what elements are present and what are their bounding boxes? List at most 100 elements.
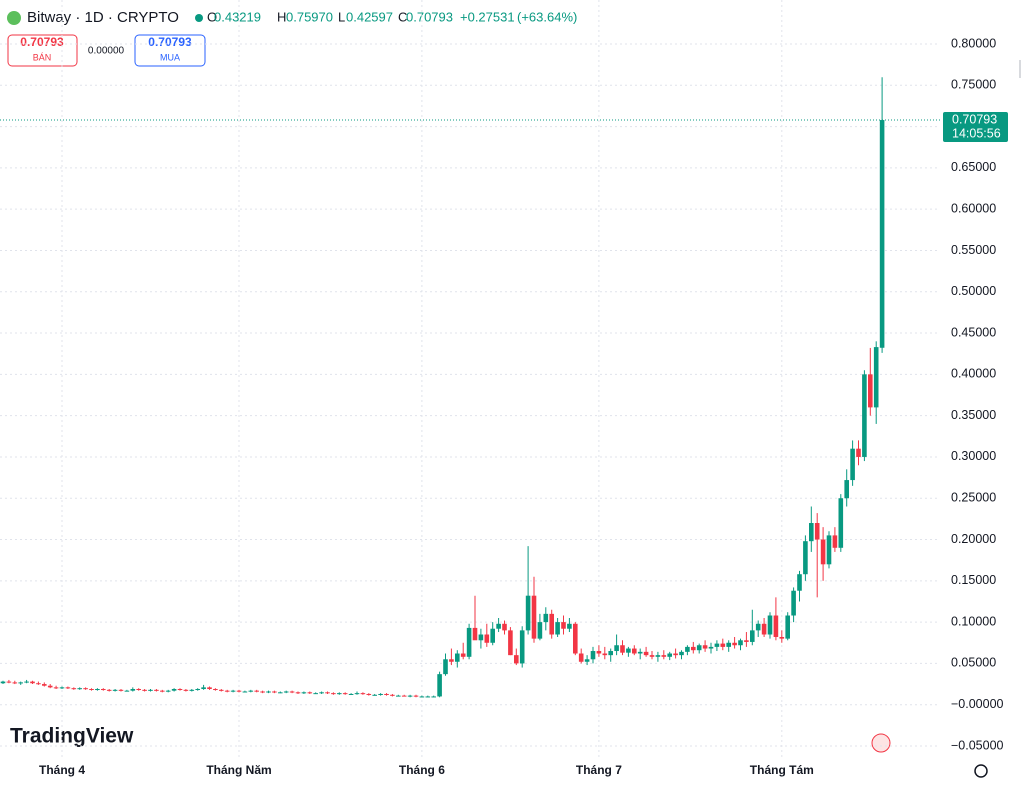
- candle-body: [407, 695, 413, 697]
- legend-key: C: [398, 9, 407, 24]
- candle-body: [862, 374, 867, 457]
- legend-value: 0.42597: [346, 9, 393, 24]
- buy-price[interactable]: 0.70793: [148, 35, 192, 49]
- candle-body: [797, 574, 802, 591]
- candle-body: [466, 627, 472, 657]
- sell-box[interactable]: [7, 34, 78, 67]
- candle-body: [201, 687, 206, 690]
- candle-body: [578, 653, 584, 662]
- y-tick-label: 0.80000: [951, 36, 996, 50]
- y-tick-label: 0.60000: [951, 201, 996, 215]
- candle-body: [0, 681, 6, 684]
- candle-body: [213, 689, 218, 691]
- candle-body: [266, 691, 271, 693]
- candle-body: [272, 691, 277, 693]
- candle-body: [584, 659, 590, 662]
- symbol-title: Bitway · 1D · CRYPTO: [27, 9, 179, 26]
- candle-body: [791, 590, 796, 616]
- candle-body: [449, 659, 454, 662]
- candle-body: [278, 692, 283, 694]
- legend-key: H: [277, 9, 286, 24]
- candle-body: [726, 642, 731, 647]
- last-price-tag: [943, 112, 1008, 143]
- candle-body: [124, 690, 130, 692]
- y-tick-label: −0.00000: [951, 697, 1004, 711]
- candle-body: [460, 653, 466, 657]
- y-tick-label: −0.05000: [951, 738, 1004, 752]
- change-percent: (+63.64%): [517, 9, 577, 24]
- sell-label[interactable]: BÁN: [33, 52, 52, 62]
- candle-body: [561, 622, 566, 629]
- candle-body: [6, 681, 12, 683]
- candle-body: [596, 651, 602, 654]
- y-tick-label: 0.65000: [951, 160, 996, 174]
- candle-body: [77, 688, 82, 690]
- candle-body: [148, 689, 153, 691]
- candle-body: [30, 681, 35, 684]
- y-tick-label: 0.45000: [951, 325, 996, 339]
- candle-body: [254, 690, 259, 692]
- candle-body: [667, 653, 672, 657]
- candle-body: [632, 648, 637, 654]
- candle-body: [826, 535, 832, 565]
- buy-label[interactable]: MUA: [160, 52, 180, 62]
- y-tick-label: 0.20000: [951, 532, 996, 546]
- candle-body: [207, 687, 212, 690]
- candle-body: [95, 689, 100, 691]
- candle-body: [112, 689, 118, 691]
- y-tick-label: 0.05000: [951, 656, 996, 670]
- candle-body: [803, 541, 808, 575]
- y-tick-label: 0.30000: [951, 449, 996, 463]
- legend-value: 0.70793: [406, 9, 453, 24]
- candle-body: [177, 689, 183, 691]
- y-tick-label: 0.10000: [951, 614, 996, 628]
- candle-body: [130, 689, 136, 691]
- candle-body: [685, 646, 690, 652]
- candle-body: [626, 648, 631, 653]
- candle-body: [608, 651, 613, 656]
- candle-body: [301, 692, 307, 694]
- candle-body: [390, 694, 395, 696]
- candle-body: [384, 693, 389, 695]
- candle-body: [590, 651, 596, 660]
- candle-body: [171, 689, 177, 691]
- buy-box[interactable]: [134, 34, 206, 67]
- candle-body: [873, 347, 879, 408]
- candle-body: [89, 689, 94, 691]
- candle-body: [649, 655, 655, 657]
- flag-icon[interactable]: [871, 733, 891, 753]
- candle-body: [24, 681, 29, 683]
- y-tick-label: 0.15000: [951, 573, 996, 587]
- candle-body: [502, 623, 507, 631]
- candle-body: [142, 689, 147, 691]
- candle-body: [443, 659, 448, 675]
- candle-body: [331, 693, 336, 695]
- candle-body: [372, 694, 377, 696]
- legend-key: O: [207, 9, 217, 24]
- candle-body: [437, 674, 442, 697]
- candle-body: [224, 690, 230, 692]
- candle-body: [18, 682, 23, 684]
- candle-body: [472, 627, 478, 641]
- candle-body: [738, 640, 743, 646]
- candle-body: [230, 690, 236, 692]
- candle-body: [319, 692, 324, 694]
- sell-button[interactable]: 0.70793 BÁN: [7, 34, 78, 67]
- change: +0.27531: [460, 9, 515, 24]
- candle-body: [337, 693, 342, 695]
- y-tick-label: 0.35000: [951, 408, 996, 422]
- legend-key: L: [338, 9, 345, 24]
- buy-button[interactable]: 0.70793 MUA: [134, 34, 206, 67]
- candle-body: [378, 693, 383, 695]
- settings-icon[interactable]: [974, 764, 988, 778]
- sell-price[interactable]: 0.70793: [20, 35, 64, 49]
- candle-body: [189, 689, 195, 691]
- candle-body: [413, 695, 419, 697]
- y-tick-label: 0.25000: [951, 491, 996, 505]
- candle-body: [118, 689, 124, 691]
- candle-body: [691, 646, 696, 651]
- candle-body: [879, 120, 885, 348]
- candle-body: [602, 653, 608, 656]
- candle-body: [614, 645, 619, 652]
